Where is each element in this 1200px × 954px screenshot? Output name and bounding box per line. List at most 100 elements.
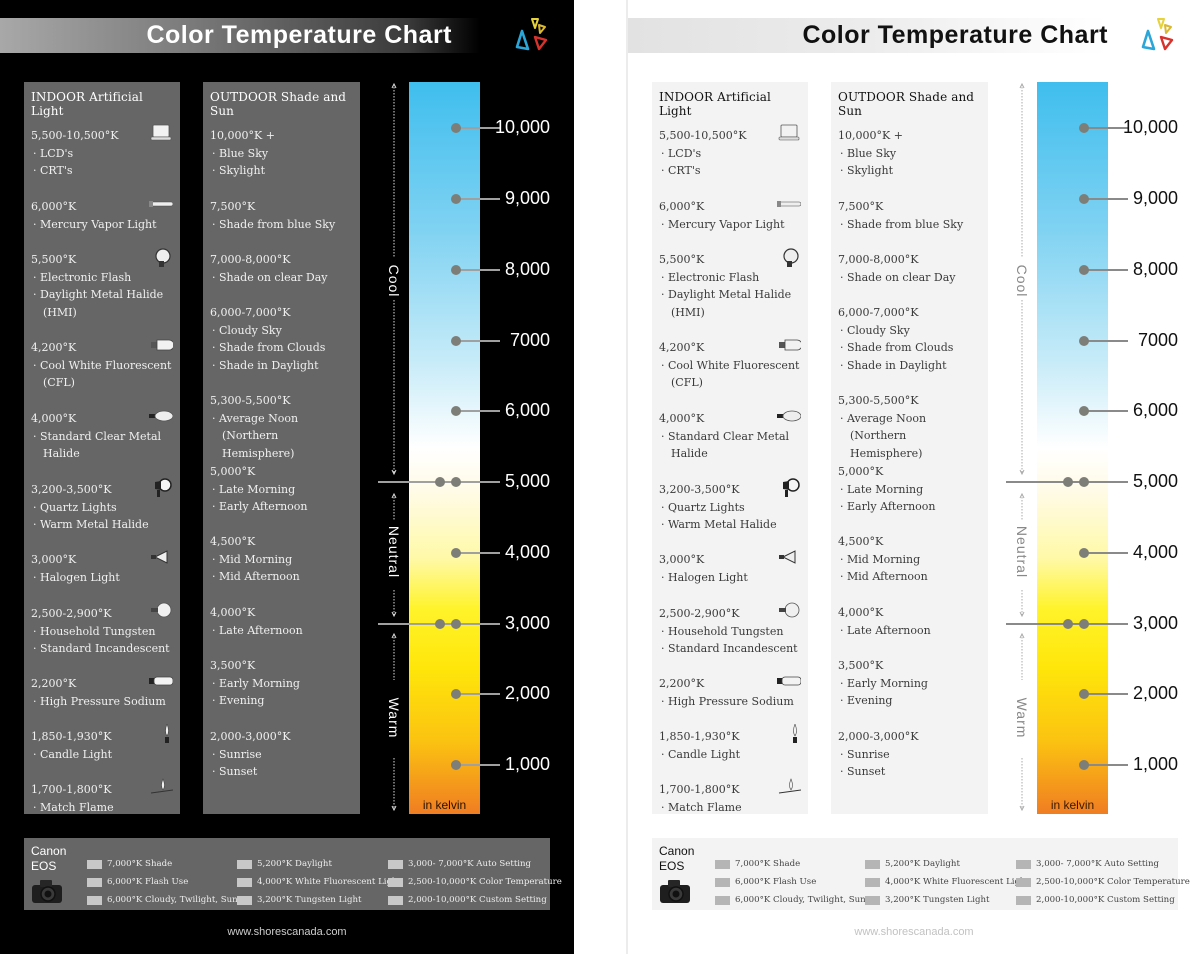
light-source: · Late Morning [212,482,296,496]
zone-label-warm: Warm [386,697,402,739]
tick-label: 4,000 [1132,542,1178,562]
wb-mode-icon [865,859,880,869]
tick-line [458,410,500,412]
tick-label: 1,000 [504,754,550,774]
wb-mode-label: 3,200°K Tungsten Light [257,895,362,905]
tick-label: 10,000 [494,117,550,137]
wb-mode: 2,000-10,000°K Custom Setting [388,891,547,909]
chart-panel-dark: Color Temperature Chart INDOOR Artificia… [0,0,574,954]
light-source: · Shade on clear Day [212,270,328,284]
tick-label: 1,000 [1132,754,1178,774]
light-source: · Mid Afternoon [840,570,928,584]
tick-label: 10,000 [1122,117,1178,137]
kelvin-value: 4,500°K [838,535,884,548]
light-source: · Late Afternoon [212,623,303,637]
light-source: · Candle Light [33,747,112,761]
indoor-entry: 6,000°K · Mercury Vapor Light [31,198,173,233]
kelvin-gradient-bar: in kelvin [1037,82,1108,814]
tick-line [1086,198,1128,200]
wb-mode-label: 3,200°K Tungsten Light [885,895,990,905]
kelvin-value: 6,000°K [659,200,705,213]
camera-icon [660,880,690,903]
light-source: · Warm Metal Halide [33,518,149,532]
tick-line [458,198,500,200]
wb-mode-label: 7,000°K Shade [735,859,801,869]
light-source: · Mercury Vapor Light [33,217,157,231]
outdoor-title: OUTDOOR Shade and Sun [210,90,347,118]
indoor-title: INDOOR Artificial Light [659,90,771,118]
indoor-entry: 3,200-3,500°K · Quartz Lights · Warm Metal… [31,478,173,534]
kelvin-value: 2,000-3,000°K [838,730,919,743]
indoor-entry: 5,500°K · Electronic Flash · Daylight Meta… [659,248,801,321]
tick-dot [1063,619,1073,629]
kelvin-value: 2,200°K [659,677,705,690]
outdoor-title: OUTDOOR Shade and Sun [838,90,975,118]
kelvin-value: 1,700-1,800°K [659,783,740,796]
zone-label-cool: Cool [1014,264,1030,298]
indoor-entry: 3,000°K · Halogen Light [659,550,801,586]
tick-label: 4,000 [504,542,550,562]
wb-mode-icon [388,859,403,869]
indoor-entry: 2,500-2,900°K · Household Tungsten · Stand… [659,602,801,658]
light-source: · Daylight Metal Halide [661,288,792,302]
match-icon [778,778,801,794]
flash-head-icon [155,248,171,267]
light-source: · Standard Incandescent [33,642,170,656]
wb-mode-label: 6,000°K Cloudy, Twilight, Sunset [735,895,879,905]
wb-mode: 6,000°K Flash Use [87,873,237,891]
indoor-entry: 4,000°K · Standard Clear Metal Halide [659,410,801,463]
light-source: · Shade on clear Day [840,270,956,284]
tick-dot [451,194,461,204]
kelvin-value: 1,850-1,930°K [31,730,112,743]
light-source: · Blue Sky [840,146,897,160]
monitor-icon [778,124,800,141]
cfl-bulb-icon [779,339,801,351]
wb-mode-label: 2,500-10,000°K Color Temperature [1036,877,1190,887]
halogen-bulb-icon [151,550,168,564]
incandescent-bulb-icon [151,602,172,618]
title-bar: Color Temperature Chart [628,18,1108,53]
kelvin-value: 5,500°K [659,253,705,266]
light-source: · Early Afternoon [840,500,936,514]
tick-label: 9,000 [1132,188,1178,208]
outdoor-entry: 6,000-7,000°K · Cloudy Sky · Shade from Cl… [210,304,353,374]
wb-mode-label: 7,000°K Shade [107,859,173,869]
light-source: (HMI) [671,305,705,319]
kelvin-value: 7,500°K [210,200,256,213]
zone-label-neutral: Neutral [386,525,402,579]
kelvin-value: 1,700-1,800°K [31,783,112,796]
wb-mode-icon [237,895,252,905]
outdoor-entry: 3,500°K · Early Morning · Evening [210,657,353,710]
light-source: · Household Tungsten [33,624,156,638]
wb-mode-icon [715,877,730,887]
kelvin-value: 5,300-5,500°K [838,394,919,407]
light-source: · Halogen Light [661,570,748,584]
indoor-entry: 1,700-1,800°K · Match Flame [31,778,173,816]
kelvin-value: 4,000°K [659,412,705,425]
kelvin-value: 4,000°K [210,606,256,619]
tick-line [458,764,500,766]
candle-icon [165,724,169,743]
wb-mode-label: 6,000°K Cloudy, Twilight, Sunset [107,895,251,905]
wb-mode: 2,500-10,000°K Color Temperature [1016,873,1190,891]
indoor-entry: 1,850-1,930°K · Candle Light [31,724,173,763]
kelvin-value: 5,500°K [31,253,77,266]
kelvin-value: 3,200-3,500°K [659,483,740,496]
wb-mode-label: 4,000°K White Fluorescent Light [257,877,402,887]
outdoor-entry: 10,000°K + · Blue Sky · Skylight [210,127,353,180]
light-source: · Early Morning [212,676,300,690]
tick-label: 3,000 [1132,613,1178,633]
light-source: · Mercury Vapor Light [661,217,785,231]
wb-mode: 6,000°K Cloudy, Twilight, Sunset [715,891,879,909]
tick-label: 8,000 [504,259,550,279]
tick-label: 5,000 [1132,471,1178,491]
wb-mode: 4,000°K White Fluorescent Light [237,873,401,891]
footer-url: www.shorescanada.com [854,926,974,938]
kelvin-value: 10,000°K + [210,129,275,142]
kelvin-value: 1,850-1,930°K [659,730,740,743]
kelvin-value: 2,200°K [31,677,77,690]
light-source: Halide [43,447,80,461]
wb-mode: 3,000- 7,000°K Auto Setting [388,855,547,873]
outdoor-entry: 7,000-8,000°K · Shade on clear Day [838,251,981,286]
light-source: · Cloudy Sky [212,323,282,337]
